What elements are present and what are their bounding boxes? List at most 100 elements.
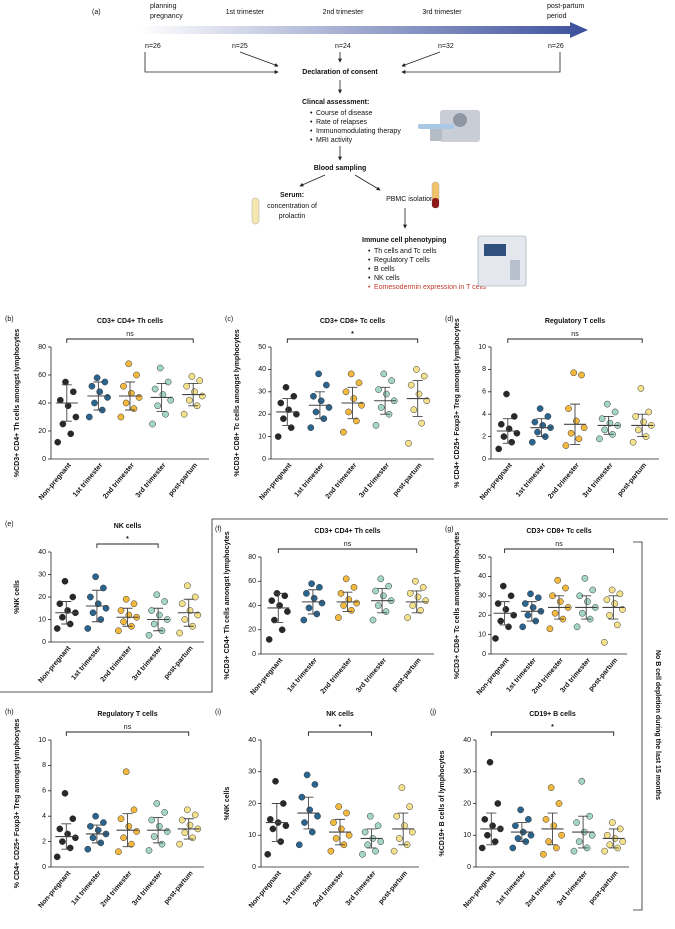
error-bar (380, 386, 391, 415)
data-point (89, 609, 97, 617)
error-bar (536, 418, 547, 438)
data-point (404, 614, 411, 621)
data-point (358, 401, 365, 409)
significance-bracket (490, 731, 615, 736)
error-bar (342, 591, 353, 613)
error-bar (125, 381, 135, 411)
error-bar (273, 592, 284, 623)
serum: Serum: (280, 192, 304, 199)
data-point (503, 390, 510, 398)
data-point (536, 405, 544, 412)
data-point (562, 584, 569, 592)
data-point (342, 388, 350, 396)
x-tick-label: 3rd trimester (556, 870, 589, 907)
y-tick-label: 0 (42, 864, 46, 871)
error-bar (486, 812, 497, 846)
data-point (632, 413, 640, 420)
data-point (127, 389, 135, 397)
data-point (409, 602, 417, 609)
panel-label: (b) (5, 316, 14, 323)
x-tick-label: post-partum (168, 462, 200, 498)
data-point (316, 583, 323, 591)
x-tick-label: 3rd trimester (131, 870, 164, 907)
n-label: n=24 (335, 43, 351, 50)
y-tick-label: 60 (38, 372, 46, 379)
y-tick-label: 10 (478, 344, 486, 351)
data-point (414, 593, 422, 601)
error-bar (61, 601, 72, 625)
x-tick-label: Non-pregnant (248, 869, 283, 909)
error-bar (578, 815, 589, 849)
error-bar (377, 588, 388, 614)
error-bar (412, 380, 423, 417)
y-tick-label: 4 (42, 813, 46, 820)
data-point (575, 838, 583, 845)
data-point (150, 620, 158, 628)
data-point (56, 600, 64, 608)
panel-label: (h) (5, 709, 14, 716)
data-point (578, 371, 585, 379)
data-point (423, 397, 431, 405)
data-point (158, 840, 166, 848)
error-bar (93, 381, 104, 411)
data-point (608, 586, 616, 594)
assessment-item: MRI activity (316, 137, 353, 144)
panel-label: (f) (215, 526, 222, 533)
data-point (405, 439, 412, 447)
data-point (547, 784, 555, 791)
stage: planning (150, 3, 177, 10)
data-point (567, 429, 575, 437)
data-point (611, 408, 619, 416)
x-tick-label: post-partum (378, 870, 410, 906)
data-point (350, 395, 358, 402)
y-tick-label: 0 (42, 456, 46, 463)
data-point (499, 582, 507, 590)
data-point (314, 812, 321, 820)
data-point (133, 828, 140, 835)
chart-title: NK cells (114, 523, 142, 530)
data-point (281, 592, 289, 600)
phenotyping-item: Regulatory T cells (374, 257, 430, 264)
y-tick-label: 30 (258, 389, 266, 396)
data-point (295, 841, 303, 849)
data-point (553, 844, 560, 852)
phenotyping-item: Eomesodermin expression in T cells (374, 284, 487, 291)
data-point (128, 840, 135, 848)
data-point (84, 625, 92, 632)
data-point (570, 369, 578, 377)
arrow (144, 52, 279, 74)
blood-tube (431, 181, 440, 209)
data-point (337, 825, 345, 833)
data-point (306, 806, 314, 814)
data-point (544, 413, 552, 420)
y-tick-label: 40 (38, 400, 46, 407)
data-point (345, 831, 353, 839)
data-point (545, 838, 552, 845)
data-point (325, 404, 333, 411)
data-point (156, 364, 164, 372)
data-point (178, 816, 186, 824)
x-tick-label: 3rd trimester (135, 462, 168, 499)
data-point (637, 385, 645, 392)
data-point (315, 370, 322, 378)
serum-tube (251, 197, 260, 225)
n-label: n=26 (145, 43, 161, 50)
x-tick-label: Non-pregnant (249, 656, 284, 696)
y-tick-label: 20 (248, 627, 256, 634)
y-tick-label: 0 (262, 456, 266, 463)
data-point (153, 591, 161, 599)
error-bar (547, 812, 558, 846)
y-tick-label: 20 (463, 800, 471, 807)
data-point (159, 391, 167, 398)
data-point (531, 418, 539, 426)
data-point (375, 386, 382, 393)
y-tick-label: 50 (258, 344, 266, 351)
data-point (198, 392, 206, 400)
data-point (497, 617, 505, 625)
error-bar (91, 589, 102, 623)
data-point (196, 377, 204, 384)
error-bar (61, 823, 72, 850)
data-point (418, 419, 425, 427)
x-tick-label: 1st trimester (293, 462, 326, 499)
error-bar (526, 601, 537, 622)
